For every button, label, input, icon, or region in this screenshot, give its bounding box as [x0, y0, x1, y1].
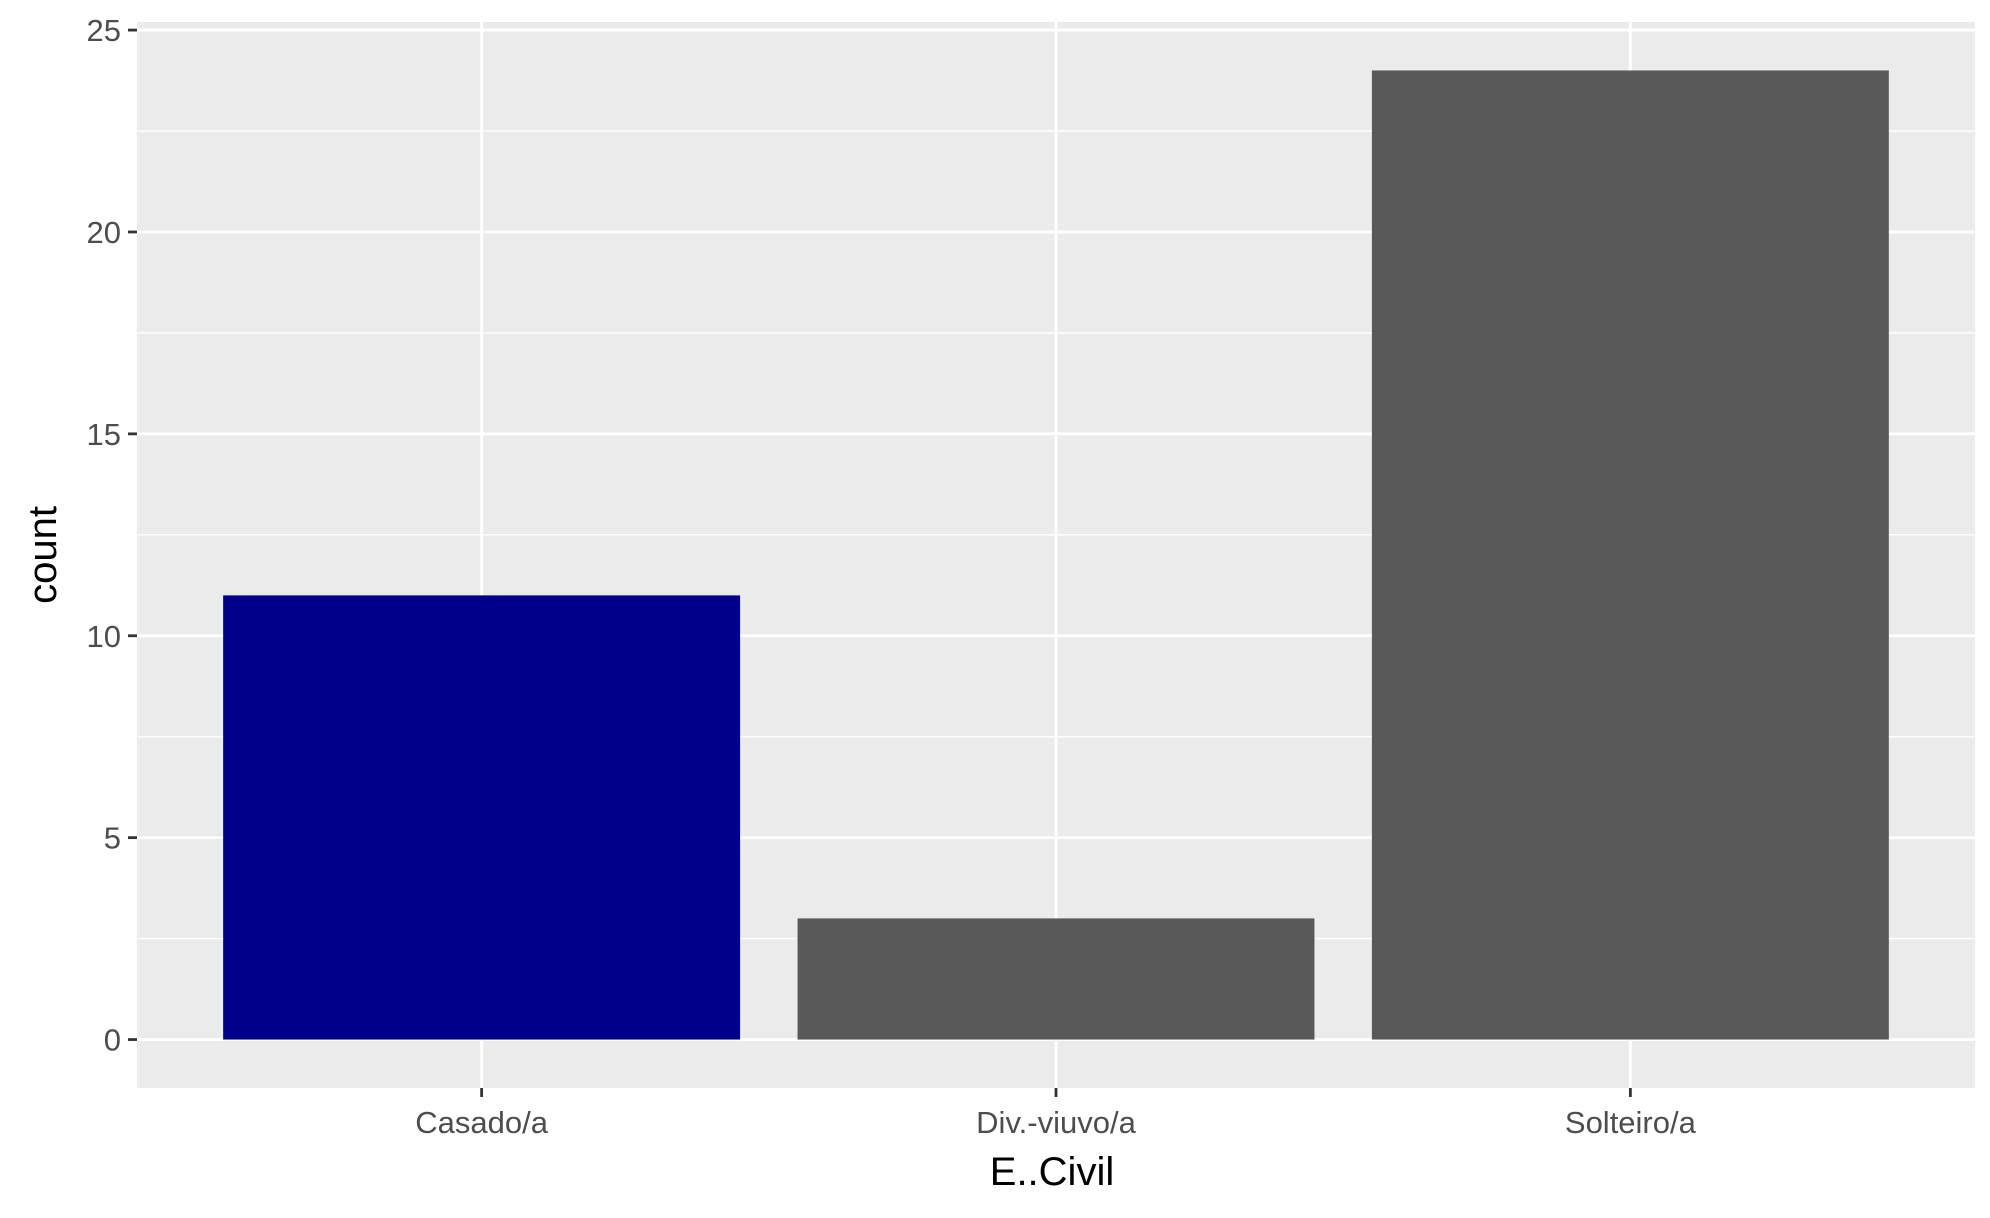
x-tick-label: Div.-viuvo/a — [976, 1105, 1136, 1140]
bar — [223, 595, 741, 1040]
x-tick-label: Solteiro/a — [1565, 1105, 1697, 1140]
x-tick-label: Casado/a — [415, 1105, 548, 1140]
y-tick-label: 20 — [87, 215, 121, 250]
y-tick-label: 5 — [104, 821, 121, 856]
bar — [1371, 70, 1889, 1040]
y-axis: 0 5 10 15 20 25 — [87, 13, 137, 1058]
bar — [797, 918, 1315, 1040]
y-tick-label: 10 — [87, 619, 121, 654]
y-tick-label: 25 — [87, 13, 121, 48]
bars — [223, 70, 1889, 1040]
x-axis-title: E..Civil — [990, 1150, 1114, 1194]
y-axis-title: count — [21, 506, 65, 604]
x-axis: Casado/a Div.-viuvo/a Solteiro/a — [415, 1088, 1697, 1140]
y-tick-label: 15 — [87, 417, 121, 452]
y-tick-label: 0 — [104, 1023, 121, 1058]
